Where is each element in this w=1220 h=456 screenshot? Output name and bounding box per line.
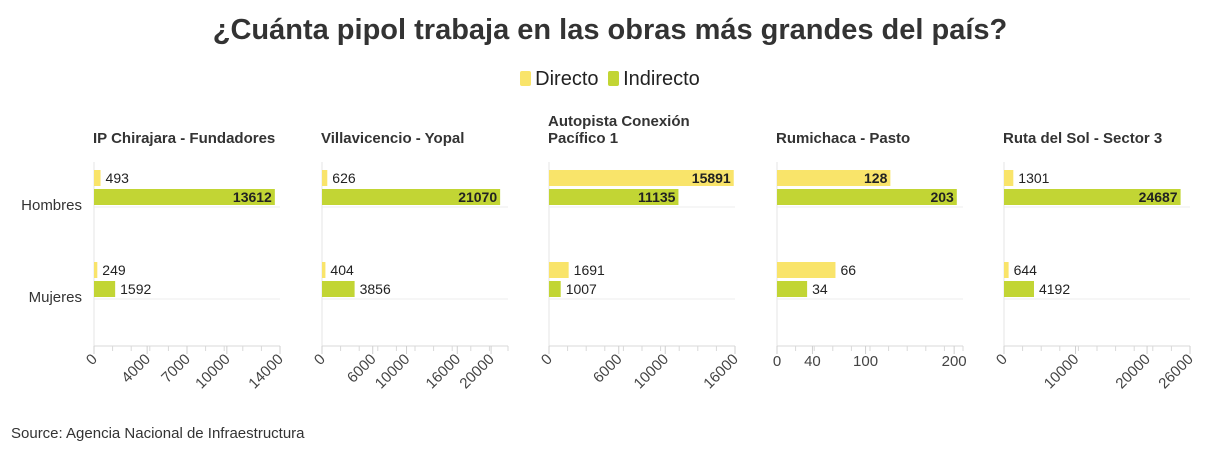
data-label: 66 (840, 262, 856, 278)
tick-label: 20000 (456, 351, 498, 393)
chart-title: ¿Cuánta pipol trabaja en las obras más g… (212, 14, 1008, 46)
tick-label: 4000 (118, 351, 154, 387)
tick-label: 200 (942, 353, 967, 370)
bar-directo-hombres (777, 170, 891, 186)
legend-label-indirecto: Indirecto (623, 68, 700, 90)
tick-label: 16000 (423, 351, 465, 393)
tick-label: 0 (773, 353, 781, 370)
legend: Directo Indirecto (0, 68, 1220, 91)
data-label: 626 (332, 170, 356, 186)
category-label-hombres: Hombres (21, 197, 82, 214)
data-label: 644 (1014, 262, 1038, 278)
tick-label: 40 (804, 353, 821, 370)
bar-indirecto-mujeres (94, 281, 116, 297)
tick-label: 0 (538, 351, 556, 369)
tick-label: 6000 (590, 351, 626, 387)
data-label: 21070 (458, 189, 497, 205)
bar-directo-mujeres (549, 262, 569, 278)
legend-label-directo: Directo (535, 68, 599, 90)
category-label-mujeres: Mujeres (29, 289, 82, 306)
data-label: 4192 (1039, 281, 1070, 297)
data-label: 203 (930, 189, 954, 205)
data-label: 3856 (360, 281, 391, 297)
tick-label: 26000 (1155, 351, 1197, 393)
bar-indirecto-mujeres (1004, 281, 1034, 297)
tick-label: 14000 (245, 351, 287, 393)
panel-title: Rumichaca - Pasto (776, 130, 910, 147)
bar-indirecto-hombres (94, 189, 275, 205)
bar-directo-hombres (1004, 170, 1014, 186)
bar-directo-mujeres (1004, 262, 1009, 278)
tick-label: 10000 (631, 351, 673, 393)
data-label: 13612 (233, 189, 272, 205)
tick-label: 10000 (1041, 351, 1083, 393)
bar-directo-mujeres (777, 262, 836, 278)
tick-label: 0 (993, 351, 1011, 369)
tick-label: 10000 (372, 351, 414, 393)
bar-indirecto-hombres (322, 189, 501, 205)
tick-label: 100 (853, 353, 878, 370)
legend-item-indirecto[interactable]: Indirecto (608, 68, 700, 91)
tick-label: 16000 (700, 351, 742, 393)
tick-label: 7000 (158, 351, 194, 387)
panel-title: Pacífico 1 (548, 130, 618, 147)
panel-title: Villavicencio - Yopal (321, 130, 464, 147)
bar-indirecto-mujeres (777, 281, 808, 297)
panel-title: Ruta del Sol - Sector 3 (1003, 130, 1162, 147)
panel-4: Rumichaca - Pasto 0 40 100 200 128 203 66 34 (773, 130, 967, 370)
data-label: 24687 (1139, 189, 1178, 205)
chart-area: Hombres Mujeres IP Chirajara - Fundadores 0… (21, 113, 1197, 393)
tick-label: 10000 (192, 351, 234, 393)
data-label: 404 (330, 262, 354, 278)
bar-directo-hombres (94, 170, 101, 186)
bar-indirecto-hombres (777, 189, 957, 205)
data-label: 128 (864, 170, 888, 186)
tick-label: 0 (311, 351, 329, 369)
tick-label: 20000 (1112, 351, 1154, 393)
panel-5: Ruta del Sol - Sector 3 0 10000 20000 26000 1… (993, 130, 1197, 392)
bar-indirecto-hombres (1004, 189, 1181, 205)
data-label: 1592 (120, 281, 151, 297)
data-label: 249 (102, 262, 126, 278)
data-label: 493 (106, 170, 130, 186)
bar-directo-hombres (322, 170, 328, 186)
bar-directo-mujeres (322, 262, 326, 278)
bar-directo-hombres (549, 170, 734, 186)
data-label: 34 (812, 281, 828, 297)
bar-indirecto-hombres (549, 189, 679, 205)
legend-item-directo[interactable]: Directo (520, 68, 599, 91)
legend-swatch-indirecto (608, 71, 620, 86)
panel-title: Autopista Conexión (548, 113, 690, 130)
legend-swatch-directo (520, 71, 532, 86)
data-label: 11135 (638, 189, 676, 205)
bar-directo-mujeres (94, 262, 98, 278)
data-label: 1301 (1018, 170, 1049, 186)
bar-indirecto-mujeres (322, 281, 355, 297)
panel-title: IP Chirajara - Fundadores (93, 130, 275, 147)
data-label: 1691 (574, 262, 605, 278)
data-label: 15891 (692, 170, 731, 186)
source-note: Source: Agencia Nacional de Infraestruct… (11, 425, 305, 442)
bar-indirecto-mujeres (549, 281, 561, 297)
tick-label: 0 (83, 351, 101, 369)
data-label: 1007 (566, 281, 597, 297)
